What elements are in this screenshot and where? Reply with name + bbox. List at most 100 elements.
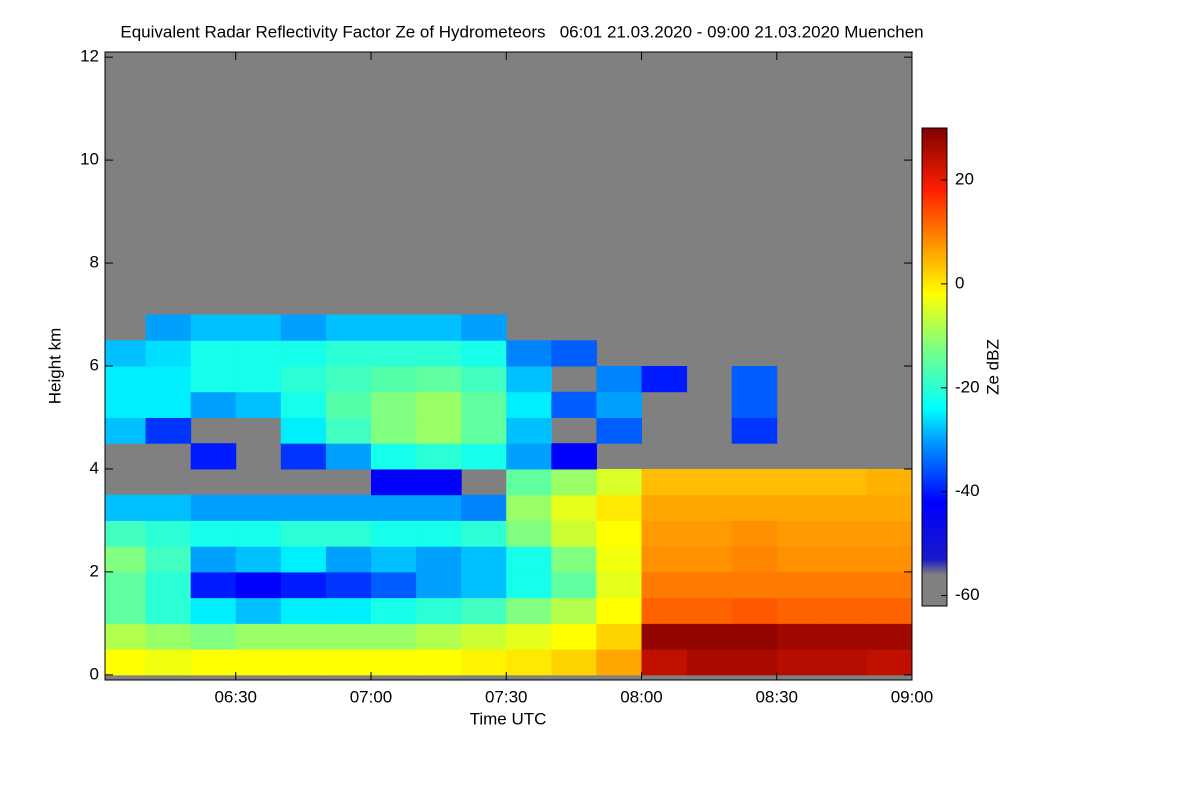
- heatmap-cell: [551, 494, 597, 521]
- heatmap-cell: [821, 571, 868, 599]
- heatmap-cell: [596, 391, 642, 418]
- heatmap-cell: [641, 520, 688, 547]
- heatmap-cell: [416, 366, 462, 393]
- colorbar-tick-label: -40: [955, 481, 980, 500]
- heatmap-cell: [105, 494, 147, 521]
- heatmap-cell: [416, 340, 462, 367]
- heatmap-cell: [325, 314, 372, 341]
- heatmap-cell: [866, 597, 913, 624]
- x-tick-label: 07:00: [350, 687, 393, 706]
- heatmap-cell: [105, 520, 147, 547]
- heatmap-cell: [506, 571, 552, 599]
- heatmap-cell: [280, 314, 327, 341]
- heatmap-cell: [145, 520, 192, 547]
- heatmap-cell: [325, 494, 372, 521]
- heatmap-cell: [731, 417, 778, 444]
- heatmap-cell: [280, 649, 327, 676]
- heatmap-cell: [461, 546, 507, 573]
- heatmap-cell: [416, 520, 462, 547]
- heatmap-cell: [551, 340, 597, 367]
- heatmap-cell: [866, 546, 913, 573]
- heatmap-cell: [416, 417, 462, 444]
- heatmap-cell: [325, 417, 372, 444]
- heatmap-cell: [145, 391, 192, 418]
- heatmap-cell: [280, 546, 327, 573]
- y-tick-label: 2: [90, 561, 99, 580]
- heatmap-cell: [416, 623, 462, 650]
- y-axis-label: Height km: [45, 328, 64, 405]
- heatmap-cell: [776, 546, 823, 573]
- heatmap-cell: [866, 571, 913, 599]
- heatmap-cell: [145, 623, 192, 650]
- heatmap-cell: [280, 340, 327, 367]
- heatmap-cell: [821, 520, 868, 547]
- heatmap-cell: [280, 417, 327, 444]
- heatmap-cell: [776, 494, 823, 521]
- heatmap-cell: [506, 649, 552, 676]
- x-tick-label: 08:00: [620, 687, 663, 706]
- heatmap-cell: [686, 546, 733, 573]
- heatmap-cell: [105, 391, 147, 418]
- heatmap-cell: [190, 314, 237, 341]
- heatmap-cell: [596, 597, 642, 624]
- y-tick-label: 12: [80, 47, 99, 66]
- heatmap-cell: [686, 494, 733, 521]
- heatmap-cell: [731, 546, 778, 573]
- heatmap-cell: [821, 649, 868, 676]
- heatmap-cell: [866, 520, 913, 547]
- x-axis-label: Time UTC: [470, 709, 547, 728]
- heatmap-cell: [235, 340, 282, 367]
- colorbar-label: Ze dBZ: [983, 339, 1002, 395]
- colorbar: [921, 127, 948, 607]
- heatmap-cell: [821, 597, 868, 624]
- heatmap-cell: [821, 494, 868, 521]
- heatmap-cell: [596, 546, 642, 573]
- heatmap-cell: [190, 391, 237, 418]
- heatmap-cell: [325, 391, 372, 418]
- heatmap-cell: [506, 597, 552, 624]
- colorbar-tick-label: 20: [955, 169, 974, 188]
- heatmap-cell: [105, 597, 147, 624]
- heatmap-cell: [280, 520, 327, 547]
- heatmap-cell: [235, 391, 282, 418]
- heatmap-cell: [370, 649, 417, 676]
- heatmap-cell: [325, 597, 372, 624]
- heatmap-cell: [776, 571, 823, 599]
- heatmap-cell: [370, 443, 417, 470]
- heatmap-cell: [731, 494, 778, 521]
- heatmap-cell: [551, 571, 597, 599]
- heatmap-cell: [416, 314, 462, 341]
- heatmap-cell: [596, 494, 642, 521]
- heatmap-cell: [235, 494, 282, 521]
- heatmap-cell: [145, 597, 192, 624]
- heatmap-cell: [325, 520, 372, 547]
- heatmap-cell: [190, 520, 237, 547]
- heatmap-cell: [416, 571, 462, 599]
- heatmap-cell: [370, 597, 417, 624]
- y-tick-label: 0: [90, 664, 99, 683]
- heatmap-cell: [370, 546, 417, 573]
- heatmap-cell: [280, 597, 327, 624]
- heatmap-cell: [641, 649, 688, 676]
- heatmap-cell: [731, 623, 778, 650]
- heatmap-cell: [280, 391, 327, 418]
- heatmap-cell: [370, 520, 417, 547]
- heatmap-cell: [235, 571, 282, 599]
- heatmap-cell: [325, 571, 372, 599]
- heatmap-cell: [506, 546, 552, 573]
- heatmap-cell: [506, 417, 552, 444]
- heatmap-cell: [461, 366, 507, 393]
- heatmap-cell: [370, 314, 417, 341]
- heatmap-cell: [596, 468, 642, 496]
- heatmap-cell: [686, 623, 733, 650]
- chart-title: Equivalent Radar Reflectivity Factor Ze …: [120, 22, 923, 41]
- heatmap-cell: [821, 546, 868, 573]
- colorbar-tick-label: -20: [955, 377, 980, 396]
- heatmap-cell: [461, 571, 507, 599]
- heatmap-cell: [551, 546, 597, 573]
- heatmap-cell: [235, 520, 282, 547]
- heatmap-cell: [776, 520, 823, 547]
- heatmap-cell: [416, 468, 462, 496]
- heatmap-cell: [190, 649, 237, 676]
